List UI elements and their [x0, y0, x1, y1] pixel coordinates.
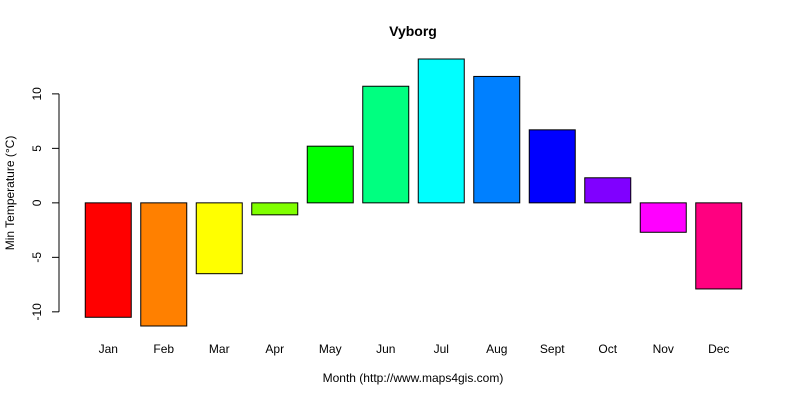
- bar-feb: [140, 202, 188, 327]
- bar-jul: [417, 58, 465, 204]
- y-axis: -10 -5 0 5 10: [30, 87, 60, 321]
- x-tick-label: Mar: [209, 342, 230, 356]
- bar-jun: [362, 85, 410, 204]
- y-axis-label: Min Temperature (°C): [3, 136, 17, 251]
- x-tick-label: Oct: [598, 342, 617, 356]
- bar-apr: [251, 202, 299, 216]
- y-tick-label: -5: [30, 252, 44, 263]
- x-tick-label: May: [319, 342, 342, 356]
- bar-jan: [84, 202, 132, 318]
- y-tick-label: 10: [30, 87, 44, 101]
- bar-sept: [528, 129, 576, 204]
- bar-nov: [639, 202, 687, 233]
- x-tick-label: Aug: [486, 342, 507, 356]
- y-tick-label: 5: [30, 145, 44, 152]
- y-tick-label: 0: [30, 199, 44, 206]
- x-tick-labels: Jan Feb Mar Apr May Jun Jul Aug Sept Oct Nov Dec: [99, 342, 730, 356]
- bar-oct: [584, 177, 632, 204]
- x-tick-label: Feb: [153, 342, 174, 356]
- x-tick-label: Jun: [376, 342, 395, 356]
- x-tick-label: Sept: [540, 342, 565, 356]
- x-tick-label: Dec: [708, 342, 729, 356]
- bar-mar: [195, 202, 243, 275]
- x-axis-label: Month (http://www.maps4gis.com): [323, 371, 504, 385]
- x-tick-label: Jul: [434, 342, 449, 356]
- bar-aug: [473, 75, 521, 204]
- y-tick-label: -10: [30, 303, 44, 321]
- x-tick-label: Apr: [265, 342, 284, 356]
- x-tick-label: Nov: [653, 342, 674, 356]
- chart-title: Vyborg: [389, 23, 437, 39]
- bar-dec: [695, 202, 743, 290]
- x-tick-label: Jan: [99, 342, 118, 356]
- bars-group: [84, 58, 743, 327]
- bar-may: [306, 145, 354, 204]
